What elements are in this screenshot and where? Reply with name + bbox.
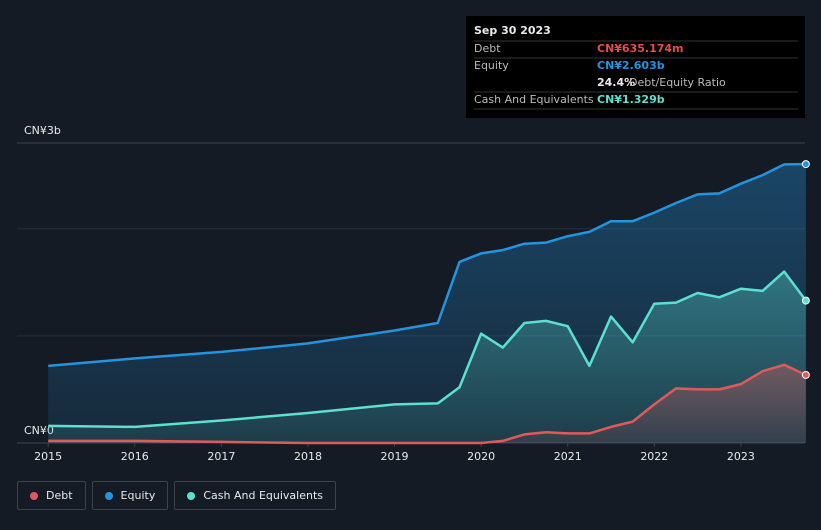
- legend-item[interactable]: Debt: [17, 481, 86, 510]
- line: [48, 363, 807, 445]
- tooltip-value: CN¥2.603b: [597, 59, 665, 72]
- end-dot: [801, 296, 810, 305]
- tooltip-ratio-label: Debt/Equity Ratio: [629, 76, 726, 89]
- tooltip-label: Debt: [474, 42, 501, 55]
- x-tick-label: 2019: [381, 450, 409, 463]
- end-dot: [801, 160, 810, 169]
- y-tick-label: CN¥0: [24, 424, 54, 437]
- tooltip-label: Cash And Equivalents: [474, 93, 594, 106]
- legend-label: Debt: [46, 489, 73, 502]
- x-tick-label: 2020: [467, 450, 495, 463]
- legend-label: Cash And Equivalents: [203, 489, 323, 502]
- x-tick-label: 2022: [640, 450, 668, 463]
- y-tick-label: CN¥3b: [24, 124, 61, 137]
- area: [48, 271, 806, 443]
- tooltip-value: CN¥635.174m: [597, 42, 684, 55]
- x-tick-label: 2018: [294, 450, 322, 463]
- tooltip-value: CN¥1.329b: [597, 93, 665, 106]
- x-tick-label: 2023: [727, 450, 755, 463]
- tooltip-ratio-value: 24.4%: [597, 76, 635, 89]
- line: [48, 270, 807, 429]
- legend-dot: [104, 491, 113, 500]
- legend-item[interactable]: Equity: [91, 481, 169, 510]
- tooltip-box: [466, 16, 805, 118]
- legend: Debt Equity Cash And Equivalents: [17, 481, 336, 510]
- legend-dot: [187, 491, 196, 500]
- tooltip-date: Sep 30 2023: [474, 24, 551, 37]
- tooltip: Sep 30 2023 Debt CN¥635.174m Equity CN¥2…: [466, 16, 805, 118]
- x-tick-label: 2015: [34, 450, 62, 463]
- x-tick-label: 2017: [207, 450, 235, 463]
- legend-dot: [30, 491, 38, 500]
- legend-item[interactable]: Cash And Equivalents: [174, 481, 336, 510]
- tooltip-label: Equity: [474, 59, 509, 72]
- area: [48, 364, 806, 443]
- end-dot: [801, 370, 810, 379]
- x-tick-label: 2021: [554, 450, 582, 463]
- legend-label: Equity: [120, 489, 156, 502]
- x-tick-label: 2016: [121, 450, 149, 463]
- line: [48, 162, 806, 368]
